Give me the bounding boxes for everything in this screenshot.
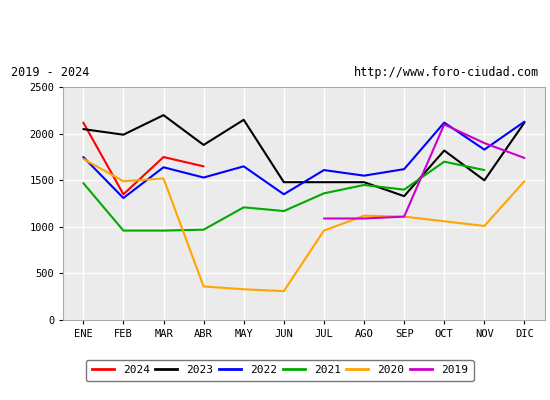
Text: http://www.foro-ciudad.com: http://www.foro-ciudad.com [354, 66, 539, 79]
Text: Evolucion Nº Turistas Nacionales en el municipio de Carcaixent: Evolucion Nº Turistas Nacionales en el m… [4, 23, 546, 39]
Legend: 2024, 2023, 2022, 2021, 2020, 2019: 2024, 2023, 2022, 2021, 2020, 2019 [86, 360, 474, 381]
Text: 2019 - 2024: 2019 - 2024 [11, 66, 89, 79]
